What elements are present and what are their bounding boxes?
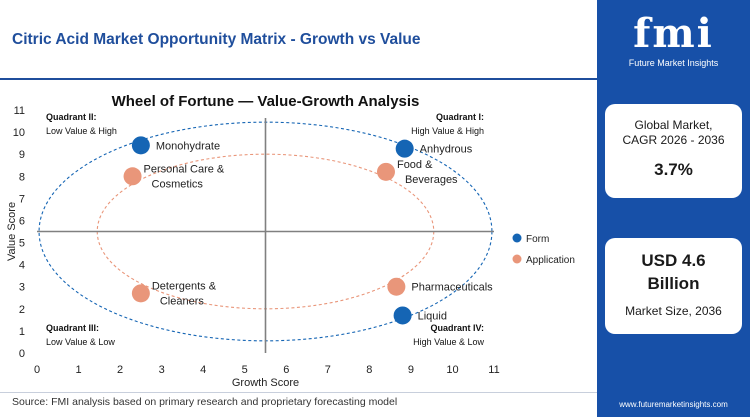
quadrant-description: High Value & High (411, 126, 484, 136)
data-label-line: Detergents & (152, 280, 217, 292)
data-point-application (376, 162, 395, 181)
legend-label-form: Form (526, 234, 549, 245)
y-tick-label: 11 (14, 105, 25, 117)
x-tick-label: 7 (325, 364, 331, 376)
y-tick-label: 5 (19, 238, 25, 250)
y-tick-label: 1 (19, 326, 25, 338)
x-tick-label: 6 (283, 364, 289, 376)
data-label: Anhydrous (420, 144, 473, 156)
data-label-line: Beverages (405, 174, 458, 186)
x-tick-label: 4 (200, 364, 206, 376)
data-point-form (393, 306, 412, 325)
y-tick-label: 6 (19, 215, 25, 227)
legend-label-application: Application (526, 255, 575, 266)
x-tick-label: 11 (488, 364, 499, 376)
y-tick-label: 10 (13, 127, 25, 139)
logo-wordmark: fmi (633, 10, 714, 57)
legend-marker-application (512, 254, 522, 264)
x-tick-label: 0 (34, 364, 40, 376)
y-axis-label: Value Score (6, 202, 18, 261)
quadrant-name: Quadrant I: (436, 112, 484, 122)
x-tick-label: 8 (366, 364, 372, 376)
data-label: Detergents & Cleaners (152, 280, 217, 307)
x-tick-label: 2 (117, 364, 123, 376)
header-divider (0, 78, 597, 80)
market-size-label: Market Size, 2036 (625, 304, 722, 318)
market-size-value-line1: USD 4.6 (641, 251, 706, 270)
data-label: Liquid (418, 310, 447, 322)
data-label: Food & Beverages (397, 159, 458, 186)
cagr-card: Global Market, CAGR 2026 - 2036 3.7% (605, 104, 742, 198)
source-note: Source: FMI analysis based on primary re… (12, 396, 398, 408)
market-size-value-line2: Billion (647, 274, 700, 293)
y-tick-label: 0 (19, 348, 25, 360)
fmi-logo: fmi Future Market Insights (597, 6, 750, 82)
data-point-application (387, 277, 406, 296)
x-tick-label: 9 (408, 364, 414, 376)
chart-svg: Wheel of Fortune — Value-Growth Analysis… (6, 93, 575, 389)
data-label: Pharmaceuticals (411, 282, 493, 294)
chart-title: Wheel of Fortune — Value-Growth Analysis (112, 93, 420, 110)
x-tick-label: 1 (75, 364, 81, 376)
data-point-application (123, 167, 142, 186)
quadrant-description: Low Value & Low (46, 337, 115, 347)
data-point-form (131, 136, 150, 155)
logo-tagline: Future Market Insights (628, 58, 719, 68)
data-point-form (395, 139, 414, 158)
data-label-line: Cosmetics (152, 178, 204, 190)
quadrant-description: High Value & Low (413, 337, 484, 347)
data-label: Personal Care & Cosmetics (144, 163, 225, 190)
y-tick-label: 3 (19, 282, 25, 294)
x-tick-label: 10 (446, 364, 458, 376)
data-label: Monohydrate (156, 140, 220, 152)
data-label-line: Personal Care & (144, 163, 225, 175)
legend-marker-form (512, 233, 522, 243)
x-tick-label: 5 (242, 364, 248, 376)
y-tick-label: 4 (19, 260, 25, 272)
website-url: www.futuremarketinsights.com (619, 400, 728, 409)
cagr-label-line2: CAGR 2026 - 2036 (622, 133, 725, 147)
data-point-application (131, 284, 150, 303)
data-label-line: Cleaners (160, 295, 205, 307)
y-tick-label: 9 (19, 149, 25, 161)
opportunity-matrix-chart: Wheel of Fortune — Value-Growth Analysis… (0, 80, 597, 392)
page-title: Citric Acid Market Opportunity Matrix - … (12, 31, 421, 48)
quadrant-name: Quadrant III: (46, 323, 99, 333)
y-tick-label: 7 (19, 193, 25, 205)
quadrant-name: Quadrant II: (46, 112, 97, 122)
footer-divider (0, 392, 597, 393)
sidebar-panel: fmi Future Market Insights Global Market… (597, 0, 750, 417)
cagr-value: 3.7% (654, 160, 693, 179)
cagr-label-line1: Global Market, (634, 118, 713, 132)
quadrant-description: Low Value & High (46, 126, 117, 136)
data-label-line: Food & (397, 159, 433, 171)
x-axis-label: Growth Score (232, 377, 299, 389)
x-tick-label: 3 (159, 364, 165, 376)
y-tick-label: 8 (19, 171, 25, 183)
market-size-card: USD 4.6 Billion Market Size, 2036 (605, 238, 742, 334)
quadrant-name: Quadrant IV: (430, 323, 484, 333)
y-tick-label: 2 (19, 304, 25, 316)
